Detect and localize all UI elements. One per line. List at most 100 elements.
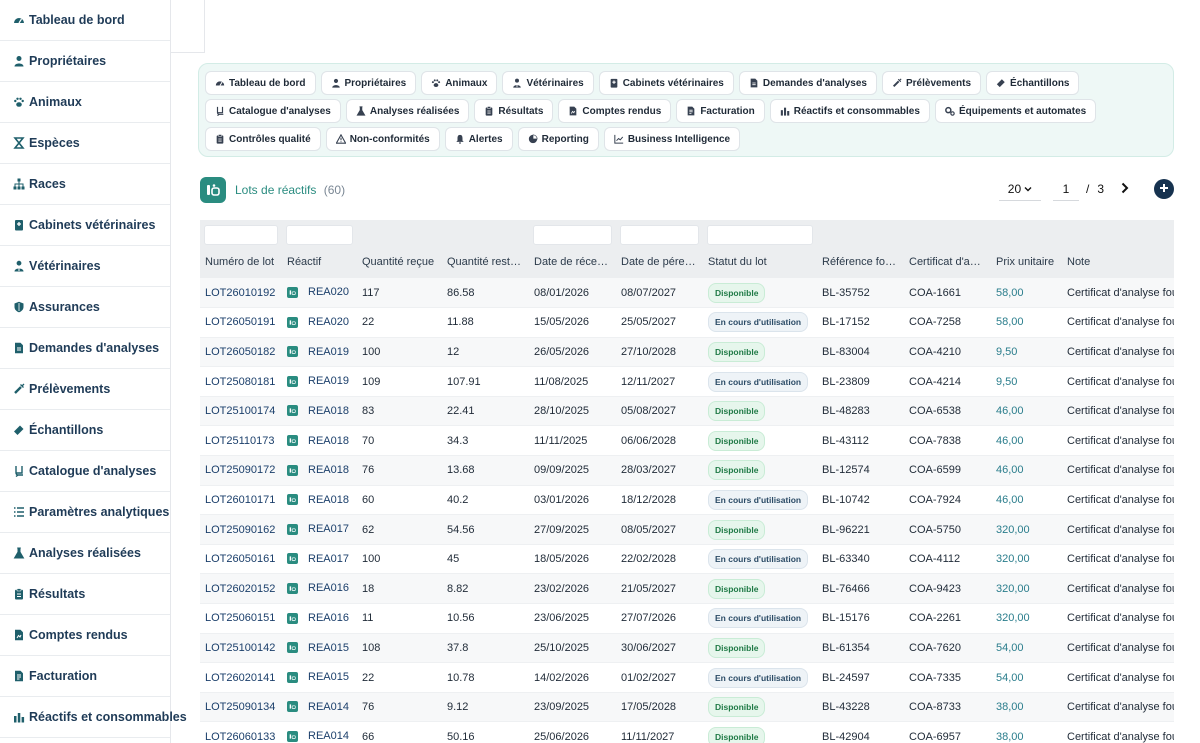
lot-link[interactable]: LOT25060151 bbox=[205, 612, 276, 625]
table-row[interactable]: LOT25090134 REA014 76 9.12 23/09/2025 17/05/2… bbox=[200, 692, 1174, 723]
lot-link[interactable]: LOT25080181 bbox=[205, 375, 276, 388]
sidebar-item-proprietaires[interactable]: Propriétaires bbox=[0, 41, 170, 82]
sidebar-item-tableau-de-bord[interactable]: Tableau de bord bbox=[0, 0, 170, 41]
filter-reception-date-input[interactable] bbox=[533, 225, 612, 245]
nav-button-resultats[interactable]: Résultats bbox=[474, 99, 554, 123]
nav-button-animaux[interactable]: Animaux bbox=[421, 71, 498, 95]
filter-status-input[interactable] bbox=[707, 225, 813, 245]
lot-link[interactable]: LOT26010192 bbox=[205, 286, 276, 299]
nav-button-reactifs-et-consommables[interactable]: Réactifs et consommables bbox=[769, 99, 930, 123]
reagent-link[interactable]: REA018 bbox=[287, 494, 349, 506]
filter-lot-input[interactable] bbox=[204, 225, 278, 245]
column-header-certificat-d-a[interactable]: Certificat d'a… bbox=[904, 245, 991, 278]
lot-link[interactable]: LOT26010171 bbox=[205, 493, 276, 506]
nav-button-proprietaires[interactable]: Propriétaires bbox=[320, 71, 417, 95]
sidebar-item-reactifs-et-consommables[interactable]: Réactifs et consommables bbox=[0, 697, 187, 738]
column-header-quantite-rest[interactable]: Quantité rest… bbox=[442, 245, 529, 278]
column-header-reactif[interactable]: Réactif bbox=[282, 245, 357, 278]
table-row[interactable]: LOT25090172 REA018 76 13.68 09/09/2025 28/03/… bbox=[200, 455, 1174, 486]
lot-link[interactable]: LOT25110173 bbox=[205, 434, 275, 447]
sidebar-item-animaux[interactable]: Animaux bbox=[0, 82, 170, 123]
page-number-input[interactable]: 1 bbox=[1052, 177, 1079, 201]
reagent-link[interactable]: REA016 bbox=[287, 612, 349, 624]
sidebar-item-comptes-rendus[interactable]: Comptes rendus bbox=[0, 615, 170, 656]
nav-button-non-conformites[interactable]: Non-conformités bbox=[325, 127, 440, 151]
table-row[interactable]: LOT25060151 REA016 11 10.56 23/06/2025 27/07/… bbox=[200, 603, 1174, 634]
reagent-link[interactable]: REA017 bbox=[287, 553, 349, 565]
reagent-link[interactable]: REA014 bbox=[287, 730, 349, 742]
filter-expiry-date-input[interactable] bbox=[620, 225, 699, 245]
nav-button-catalogue-d-analyses[interactable]: Catalogue d'analyses bbox=[205, 99, 341, 123]
nav-button-equipements-et-automates[interactable]: Équipements et automates bbox=[934, 99, 1097, 123]
lot-link[interactable]: LOT26020152 bbox=[205, 582, 276, 595]
reagent-link[interactable]: REA016 bbox=[287, 582, 349, 594]
sidebar-item-cabinets-veterinaires[interactable]: Cabinets vétérinaires bbox=[0, 205, 170, 246]
table-row[interactable]: LOT26010192 REA020 117 86.58 08/01/2026 08/07… bbox=[200, 278, 1174, 309]
reagent-link[interactable]: REA015 bbox=[287, 642, 349, 654]
sidebar-item-parametres-analytiques[interactable]: Paramètres analytiques bbox=[0, 492, 170, 533]
lot-link[interactable]: LOT25090172 bbox=[205, 464, 276, 477]
nav-button-reporting[interactable]: Reporting bbox=[517, 127, 599, 151]
filter-reactif-input[interactable] bbox=[286, 225, 353, 245]
table-row[interactable]: LOT25080181 REA019 109 107.91 11/08/2025 12/1… bbox=[200, 366, 1174, 397]
table-row[interactable]: LOT25100142 REA015 108 37.8 25/10/2025 30/06/… bbox=[200, 633, 1174, 664]
sidebar-item-resultats[interactable]: Résultats bbox=[0, 574, 170, 615]
nav-button-tableau-de-bord[interactable]: Tableau de bord bbox=[205, 71, 316, 95]
column-header-reference-fo[interactable]: Référence fo… bbox=[817, 245, 904, 278]
reagent-link[interactable]: REA020 bbox=[287, 316, 349, 328]
reagent-link[interactable]: REA019 bbox=[287, 346, 349, 358]
column-header-numero-de-lot[interactable]: Numéro de lot bbox=[200, 245, 282, 278]
sidebar-item-races[interactable]: Races bbox=[0, 164, 170, 205]
next-page-button[interactable] bbox=[1116, 180, 1134, 198]
sidebar-item-catalogue-d-analyses[interactable]: Catalogue d'analyses bbox=[0, 451, 170, 492]
reagent-link[interactable]: REA018 bbox=[287, 464, 349, 476]
nav-button-echantillons[interactable]: Échantillons bbox=[986, 71, 1080, 95]
lot-link[interactable]: LOT26050161 bbox=[205, 553, 276, 566]
sidebar-item-facturation[interactable]: Facturation bbox=[0, 656, 170, 697]
table-row[interactable]: LOT26020141 REA015 22 10.78 14/02/2026 01/02/… bbox=[200, 662, 1174, 693]
lot-link[interactable]: LOT25090134 bbox=[205, 701, 276, 714]
nav-button-facturation[interactable]: Facturation bbox=[676, 99, 765, 123]
lot-link[interactable]: LOT25100174 bbox=[205, 405, 276, 418]
reagent-link[interactable]: REA018 bbox=[287, 435, 349, 447]
nav-button-analyses-realisees[interactable]: Analyses réalisées bbox=[345, 99, 470, 123]
table-row[interactable]: LOT26020152 REA016 18 8.82 23/02/2026 21/05/2… bbox=[200, 573, 1174, 605]
lot-link[interactable]: LOT26020141 bbox=[205, 671, 276, 684]
column-header-date-de-rece[interactable]: Date de réce… bbox=[529, 245, 616, 278]
nav-button-comptes-rendus[interactable]: Comptes rendus bbox=[558, 99, 672, 123]
table-row[interactable]: LOT26050161 REA017 100 45 18/05/2026 22/02/20… bbox=[200, 544, 1174, 575]
reagent-link[interactable]: REA015 bbox=[287, 671, 349, 683]
column-header-date-de-pere[interactable]: Date de pére… bbox=[616, 245, 703, 278]
reagent-link[interactable]: REA018 bbox=[287, 405, 349, 417]
nav-button-controles-qualite[interactable]: Contrôles qualité bbox=[205, 127, 321, 151]
nav-button-veterinaires[interactable]: Vétérinaires bbox=[502, 71, 594, 95]
nav-button-alertes[interactable]: Alertes bbox=[444, 127, 513, 151]
column-header-statut-du-lot[interactable]: Statut du lot bbox=[703, 245, 817, 278]
column-header-prix-unitaire[interactable]: Prix unitaire bbox=[991, 245, 1062, 278]
nav-button-prelevements[interactable]: Prélèvements bbox=[881, 71, 982, 95]
table-row[interactable]: LOT25090162 REA017 62 54.56 27/09/2025 08/05/… bbox=[200, 514, 1174, 545]
reagent-link[interactable]: REA020 bbox=[287, 286, 349, 298]
sidebar-item-demandes-d-analyses[interactable]: Demandes d'analyses bbox=[0, 328, 170, 369]
reagent-link[interactable]: REA017 bbox=[287, 523, 349, 535]
sidebar-item-assurances[interactable]: Assurances bbox=[0, 287, 170, 328]
per-page-select[interactable]: 20 bbox=[998, 177, 1041, 201]
sidebar-item-especes[interactable]: Espèces bbox=[0, 123, 170, 164]
table-row[interactable]: LOT25100174 REA018 83 22.41 28/10/2025 05/08/… bbox=[200, 396, 1174, 427]
table-row[interactable]: LOT26010171 REA018 60 40.2 03/01/2026 18/12/2… bbox=[200, 485, 1174, 516]
nav-button-cabinets-veterinaires[interactable]: Cabinets vétérinaires bbox=[598, 71, 734, 95]
sidebar-item-analyses-realisees[interactable]: Analyses réalisées bbox=[0, 533, 170, 574]
column-header-note[interactable]: Note bbox=[1062, 245, 1174, 278]
table-row[interactable]: LOT25110173 REA018 70 34.3 11/11/2025 06/06/2… bbox=[200, 425, 1174, 457]
sidebar-item-echantillons[interactable]: Échantillons bbox=[0, 410, 170, 451]
lot-link[interactable]: LOT26060133 bbox=[205, 730, 276, 743]
lot-link[interactable]: LOT26050182 bbox=[205, 345, 276, 358]
nav-button-demandes-d-analyses[interactable]: Demandes d'analyses bbox=[738, 71, 877, 95]
reagent-link[interactable]: REA019 bbox=[287, 375, 349, 387]
reagent-link[interactable]: REA014 bbox=[287, 701, 349, 713]
lot-link[interactable]: LOT25100142 bbox=[205, 641, 276, 654]
table-row[interactable]: LOT26050191 REA020 22 11.88 15/05/2026 25/05/… bbox=[200, 307, 1174, 338]
sidebar-item-prelevements[interactable]: Prélèvements bbox=[0, 369, 170, 410]
lot-link[interactable]: LOT26050191 bbox=[205, 316, 276, 329]
table-row[interactable]: LOT26060133 REA014 66 50.16 25/06/2026 11/11/… bbox=[200, 721, 1174, 743]
